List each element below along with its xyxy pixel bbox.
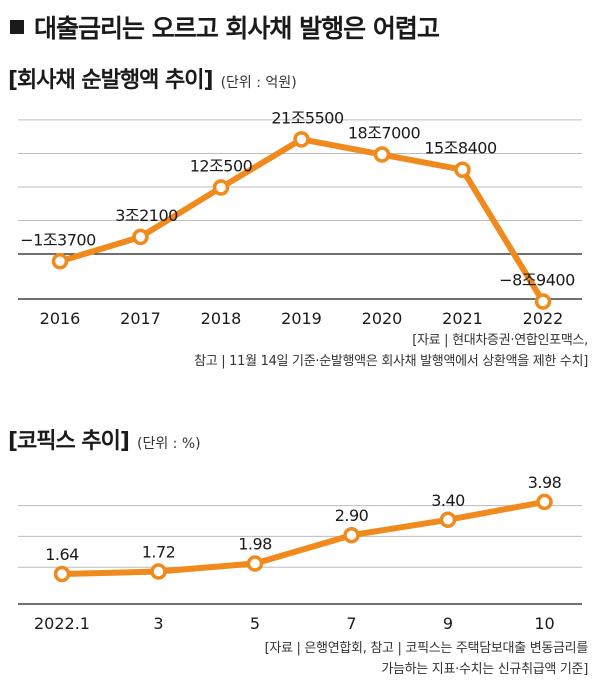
- data-point: [246, 555, 264, 572]
- chart2-title-block: [코픽스 추이] (단위 : %): [8, 423, 201, 455]
- data-label: 2.90: [335, 506, 369, 525]
- x-tick-label: 10: [534, 614, 554, 633]
- data-label: 1.64: [45, 545, 79, 564]
- chart1-source-line: 참고 | 11월 14일 기준·순발행액은 회사채 발행액에서 상환액을 제한 …: [194, 354, 588, 369]
- data-point: [534, 293, 552, 310]
- data-label: 1.72: [142, 543, 176, 562]
- chart1-title-block: [회사채 순발행액 추이] (단위 : 억원): [8, 62, 297, 94]
- data-point: [212, 179, 230, 196]
- chart2-plot: 1.64 1.72 1.98 2.90 3.40 3.98 2022.1 3 5 7 9 10: [18, 473, 582, 633]
- x-tick-label: 2018: [201, 309, 242, 328]
- chart2-source: [자료 | 은행연합회, 참고 | 코픽스는 주택담보대출 변동금리를 가늠하는…: [264, 638, 589, 680]
- data-label: 15조8400: [424, 139, 497, 158]
- x-tick-label: 2019: [281, 309, 322, 328]
- chart1-source: [자료 | 현대차증권·연합인포맥스, 참고 | 11월 14일 기준·순발행액…: [194, 330, 588, 372]
- x-tick-label: 2017: [120, 309, 161, 328]
- data-label: −1조3700: [20, 230, 96, 249]
- data-point: [293, 131, 310, 148]
- data-label: 3조2100: [115, 206, 178, 225]
- chart1-unit: (단위 : 억원): [220, 75, 297, 91]
- x-tick-label: 2016: [40, 309, 81, 328]
- chart1-source-line: [자료 | 현대차증권·연합인포맥스,: [412, 333, 588, 348]
- x-tick-label: 2022.1: [34, 614, 90, 633]
- data-label: −8조9400: [499, 271, 575, 290]
- data-point: [454, 161, 471, 178]
- data-point: [132, 228, 149, 246]
- chart2-unit: (단위 : %): [136, 436, 201, 452]
- chart1-plot: −1조3700 3조2100 12조500 21조550018조700015조8400…: [18, 108, 582, 328]
- x-tick-label: 5: [250, 614, 260, 633]
- data-point: [343, 526, 360, 544]
- x-tick-label: 7: [346, 614, 356, 633]
- data-point: [53, 565, 71, 583]
- headline-text: 대출금리는 오르고 회사채 발행은 어렵고: [34, 14, 440, 43]
- data-point: [150, 563, 167, 580]
- x-tick-label: 2020: [362, 309, 403, 328]
- x-tick-label: 3: [153, 614, 163, 633]
- series-line: [59, 498, 548, 577]
- data-label: 1.98: [238, 535, 272, 554]
- data-point: [536, 493, 553, 511]
- data-label: 21조5500: [271, 108, 344, 127]
- data-point: [439, 511, 457, 529]
- chart2-source-line: [자료 | 은행연합회, 참고 | 코픽스는 주택담보대출 변동금리를: [264, 641, 589, 656]
- data-label: 3.98: [528, 473, 562, 492]
- data-point: [51, 253, 69, 270]
- data-point: [373, 146, 391, 163]
- bullet-square-icon: [10, 20, 24, 34]
- data-label: 12조500: [190, 157, 253, 176]
- chart2-title: [코픽스 추이]: [8, 429, 130, 454]
- headline: 대출금리는 오르고 회사채 발행은 어렵고: [10, 10, 440, 44]
- x-tick-label: 2021: [442, 309, 483, 328]
- x-tick-label: 2022: [523, 309, 564, 328]
- data-label: 3.40: [431, 491, 465, 510]
- data-label: 18조7000: [348, 124, 421, 143]
- chart1-title: [회사채 순발행액 추이]: [8, 68, 214, 93]
- x-tick-label: 9: [443, 614, 453, 633]
- chart2-source-line: 가늠하는 지표·수치는 신규취급액 기준]: [381, 662, 588, 677]
